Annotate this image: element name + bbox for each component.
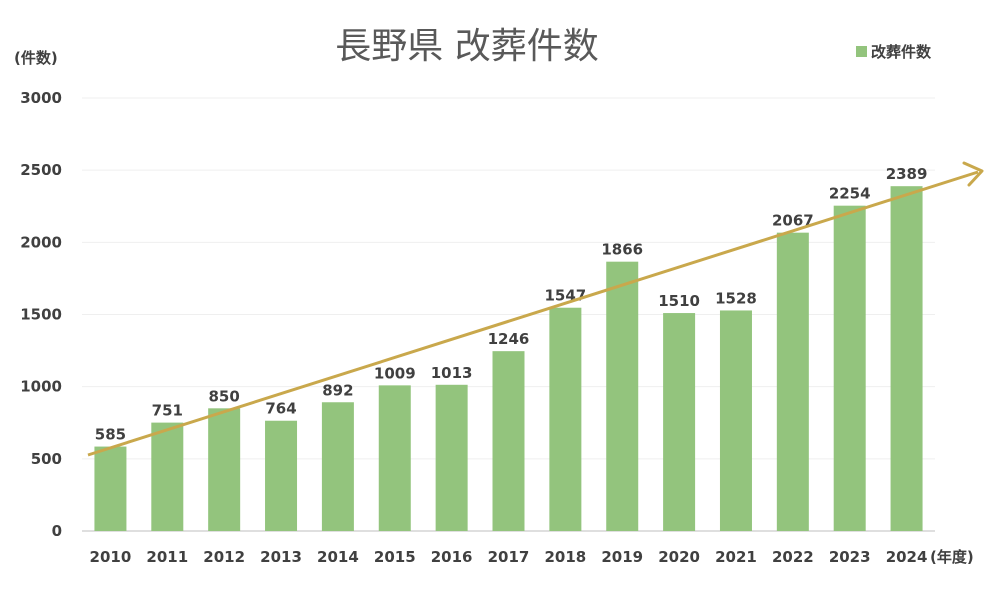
data-label-2022: 2067	[772, 212, 814, 230]
y-tick-label: 1000	[20, 378, 62, 396]
x-tick-label: 2015	[374, 548, 416, 566]
data-label-2015: 1009	[374, 364, 416, 382]
x-tick-label: 2012	[203, 548, 245, 566]
x-tick-label: 2011	[146, 548, 188, 566]
legend-swatch	[856, 46, 867, 57]
data-label-2023: 2254	[829, 185, 871, 203]
y-tick-label: 500	[31, 450, 62, 468]
data-label-2011: 751	[152, 402, 183, 420]
x-tick-label: 2010	[90, 548, 132, 566]
x-tick-label: 2013	[260, 548, 302, 566]
trend-arrow-head-icon	[962, 161, 984, 187]
bar-2020	[663, 313, 696, 531]
y-axis-label: (件数)	[14, 49, 58, 67]
y-tick-label: 2500	[20, 161, 62, 179]
x-tick-label: 2023	[829, 548, 871, 566]
bar-2024	[890, 186, 923, 531]
data-label-2016: 1013	[431, 364, 473, 382]
data-label-2024: 2389	[886, 165, 928, 183]
bar-2011	[151, 422, 184, 531]
x-tick-label: 2019	[601, 548, 643, 566]
data-label-2013: 764	[265, 400, 296, 418]
data-label-2019: 1866	[601, 241, 643, 259]
x-tick-label: 2016	[431, 548, 473, 566]
x-tick-label: 2020	[658, 548, 700, 566]
y-tick-label: 3000	[20, 89, 62, 107]
y-tick-label: 1500	[20, 306, 62, 324]
bar-2022	[776, 232, 809, 531]
y-tick-label: 2000	[20, 233, 62, 251]
x-tick-label: 2022	[772, 548, 814, 566]
bar-2023	[833, 205, 866, 531]
chart-title: 長野県 改葬件数	[335, 26, 598, 67]
legend-label: 改葬件数	[871, 43, 932, 61]
x-tick-label: 2017	[488, 548, 530, 566]
data-label-2010: 585	[95, 426, 126, 444]
data-label-2012: 850	[209, 387, 240, 405]
x-tick-label: 2024	[886, 548, 928, 566]
data-label-2020: 1510	[658, 292, 700, 310]
bar-2021	[719, 310, 752, 531]
trend-arrow-line	[87, 170, 979, 457]
x-tick-label: 2018	[544, 548, 586, 566]
bar-2016	[435, 384, 468, 531]
bar-2019	[606, 261, 639, 531]
bar-2018	[549, 307, 582, 531]
bar-2017	[492, 351, 525, 531]
x-tick-label: 2014	[317, 548, 359, 566]
data-label-2014: 892	[322, 381, 353, 399]
legend: 改葬件数	[856, 43, 932, 61]
bar-2015	[378, 385, 411, 531]
bar-2013	[265, 420, 298, 531]
data-label-2017: 1246	[488, 330, 530, 348]
x-axis-label: (年度)	[930, 548, 974, 566]
bar-2014	[321, 402, 354, 531]
data-label-2021: 1528	[715, 289, 757, 307]
bar-2010	[94, 446, 127, 531]
bar-2012	[208, 408, 241, 531]
x-tick-label: 2021	[715, 548, 757, 566]
y-tick-label: 0	[52, 522, 62, 540]
